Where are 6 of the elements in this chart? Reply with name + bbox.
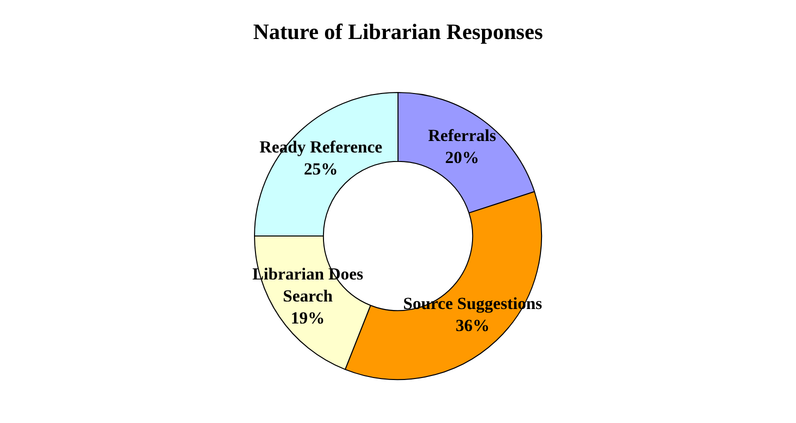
data-label: 19% [290, 308, 325, 328]
data-label: 20% [445, 148, 480, 168]
data-label: 25% [304, 159, 338, 178]
data-label: 36% [456, 316, 490, 335]
chart-title: Nature of Librarian Responses [253, 18, 544, 44]
slice-label: Referrals [428, 126, 496, 146]
